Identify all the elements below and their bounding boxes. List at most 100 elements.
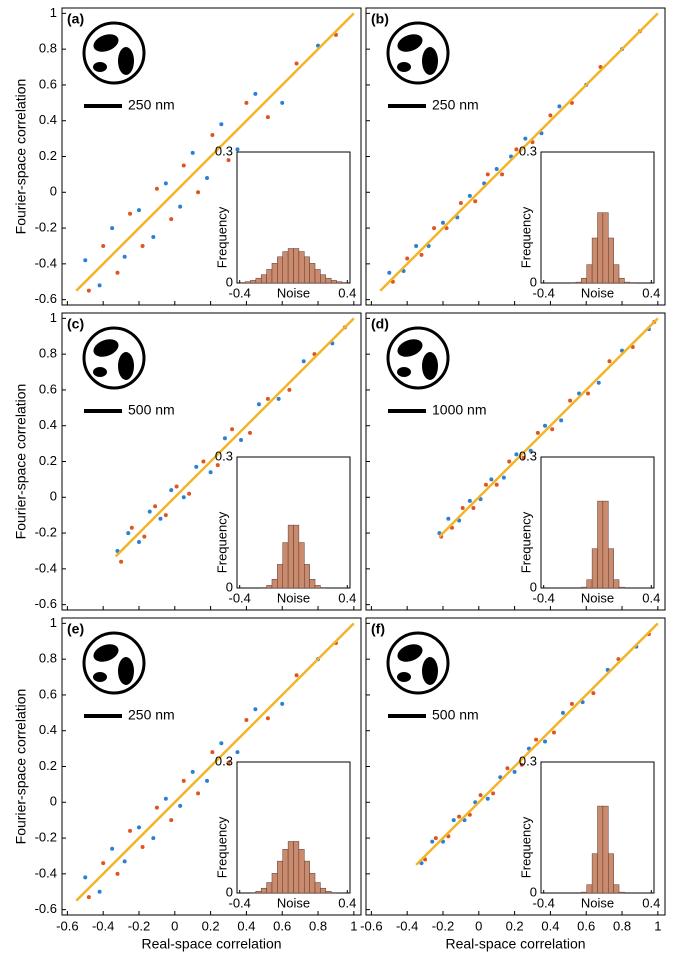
fit-line [75,622,355,902]
scatter-point [548,113,553,118]
histogram-bar [325,891,332,894]
x-tick-label: -0.4 [396,918,418,933]
panel-label: (d) [371,316,389,332]
scatter-point [86,288,91,293]
sample-icon [386,631,450,695]
histogram-bar [298,849,305,894]
histogram-bar [613,579,620,589]
scatter-point [122,254,127,259]
scatter-point [226,158,231,163]
x-tick-label: 0 [171,918,178,933]
histogram-bar [255,891,262,894]
fit-line [415,622,659,866]
y-tick-label: 1 [50,5,57,20]
scatter-point [568,398,573,403]
inset-y-label: Frequency [518,511,533,573]
y-tick-label: 0.4 [39,722,57,737]
inset-y-tick-label: 0.3 [519,753,537,768]
scatter-point [210,133,215,138]
scatter-point [163,513,168,518]
scatter-point [287,387,292,392]
scatter-point [528,448,533,453]
sample-icon [82,631,146,695]
scatter-point [187,491,192,496]
histogram-bar [608,237,614,284]
icon-domain [118,657,134,685]
icon-domain [397,34,423,52]
scatter-point [256,402,261,407]
histogram-bar [298,251,305,284]
icon-domain [397,62,411,72]
histogram-bar [266,882,273,894]
histogram-bar [277,256,283,284]
inset-y-tick-label: 0.3 [215,753,233,768]
histogram-bar [618,277,625,284]
icon-domain [422,657,438,685]
scatter-point [247,430,252,435]
scatter-point [196,791,201,796]
inset-x-tick-label: -0.4 [532,895,554,910]
scatter-point [253,707,258,712]
scatter-point [405,256,410,261]
scatter-point [467,193,472,198]
scatter-point [83,258,88,263]
histogram-bar [271,873,278,894]
scatter-point [181,495,186,500]
y-tick-label: 0 [50,184,57,199]
x-axis-label: Real-space correlation [445,936,585,952]
scatter-point [280,100,285,105]
histogram-bar [260,887,267,894]
y-tick-label: 0.6 [39,76,57,91]
scatter-point [235,147,240,152]
scatter-point [294,673,299,678]
histogram-bar [597,500,604,589]
scatter-point [451,818,456,823]
histogram-bar [581,277,587,284]
histogram-bar [266,269,273,284]
scatter-point [129,525,134,530]
histogram-bar [597,805,604,894]
sample-icon [82,21,146,85]
inset-x-tick-label: -0.4 [228,285,250,300]
scatter-point [560,710,565,715]
histogram-bar [586,884,593,894]
scatter-point [514,147,519,152]
histogram-bar [304,564,310,589]
x-tick-label: 0.6 [273,918,291,933]
scatter-point [222,436,227,441]
fit-line [379,12,659,292]
fit-line [438,317,659,538]
histogram-bar [304,256,310,284]
sample-icon [386,21,450,85]
inset-x-tick-label: 0.4 [338,590,356,605]
inset-y-tick-label: 0.3 [519,143,537,158]
y-tick-label: 0.6 [39,686,57,701]
histogram-bar [613,884,620,894]
icon-domain [93,644,119,662]
histogram-bar [271,263,278,284]
scatter-point [140,845,145,850]
y-tick-label: 0.8 [39,651,57,666]
histogram-bar [250,280,257,284]
scatter-point [514,452,519,457]
inset-y-label: Frequency [518,206,533,268]
histogram-bar [602,805,609,894]
histogram-bar [591,548,598,589]
histogram-bar [336,281,343,284]
icon-domain [397,672,411,682]
histogram-bar [613,264,620,284]
scatter-point [586,391,591,396]
scatter-point [115,270,120,275]
fit-line [75,12,355,292]
histogram-bar [293,841,300,894]
y-tick-label: 0.4 [39,112,57,127]
scatter-point [244,717,249,722]
scatter-point [433,836,438,841]
scatter-point [591,691,596,696]
y-tick-label: 0.6 [39,381,57,396]
scatter-point [471,506,476,511]
panel-label: (b) [371,11,389,27]
x-tick-label: 0.4 [541,918,559,933]
y-tick-label: -0.6 [35,596,57,611]
x-tick-label: 0 [475,918,482,933]
